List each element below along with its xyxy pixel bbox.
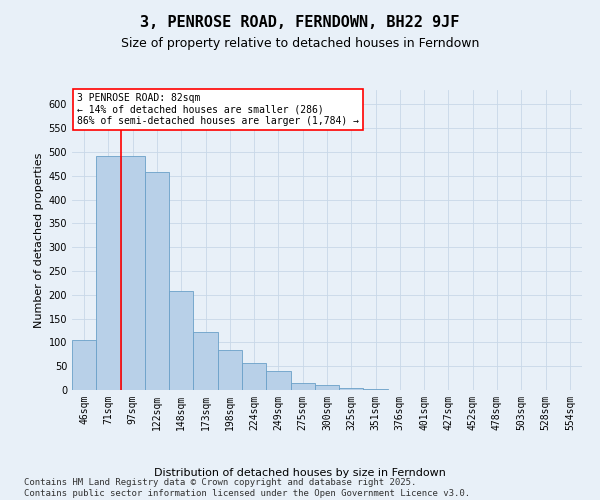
Text: 3, PENROSE ROAD, FERNDOWN, BH22 9JF: 3, PENROSE ROAD, FERNDOWN, BH22 9JF [140,15,460,30]
Bar [266,372,290,390]
Bar [145,172,169,390]
Text: 3 PENROSE ROAD: 82sqm
← 14% of detached houses are smaller (286)
86% of semi-det: 3 PENROSE ROAD: 82sqm ← 14% of detached … [77,93,359,126]
Bar [96,156,121,390]
Bar [169,292,193,390]
Bar [242,363,266,390]
Text: Size of property relative to detached houses in Ferndown: Size of property relative to detached ho… [121,38,479,51]
Bar [218,350,242,390]
Bar [315,385,339,390]
Text: Distribution of detached houses by size in Ferndown: Distribution of detached houses by size … [154,468,446,477]
Bar [72,340,96,390]
Text: Contains HM Land Registry data © Crown copyright and database right 2025.
Contai: Contains HM Land Registry data © Crown c… [24,478,470,498]
Y-axis label: Number of detached properties: Number of detached properties [34,152,44,328]
Bar [290,384,315,390]
Bar [121,156,145,390]
Bar [193,332,218,390]
Bar [364,389,388,390]
Bar [339,388,364,390]
